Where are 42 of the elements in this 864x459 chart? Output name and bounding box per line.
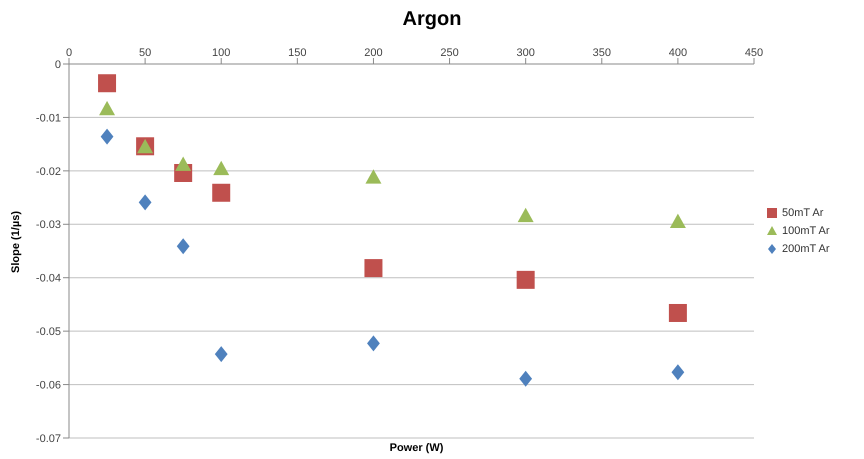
- point: [367, 335, 380, 352]
- point: [214, 346, 228, 362]
- x-tick-label: 100: [212, 47, 230, 59]
- x-tick-label: 150: [288, 47, 307, 59]
- y-tick-label: -0.05: [36, 326, 61, 338]
- x-axis-title: Power (W): [388, 442, 444, 454]
- point: [671, 364, 684, 380]
- x-tick-label: 250: [440, 47, 459, 59]
- x-tick-label: 400: [668, 47, 688, 59]
- x-tick-label: 300: [516, 47, 535, 59]
- legend-label: 100mT Ar: [782, 224, 830, 236]
- point: [519, 370, 532, 387]
- y-tick-label: -0.02: [36, 166, 61, 178]
- x-tick-label: 50: [138, 47, 152, 59]
- x-tick-label: 200: [364, 47, 383, 59]
- point: [138, 194, 152, 210]
- point: [212, 184, 230, 202]
- point: [175, 156, 192, 171]
- y-axis-title: Slope (1/µs): [10, 211, 22, 273]
- x-tick-label: 450: [744, 47, 764, 59]
- point: [98, 74, 116, 92]
- x-tick-label: 350: [592, 47, 611, 59]
- point: [668, 304, 687, 322]
- legend-label: 50mT Ar: [782, 206, 824, 218]
- point: [99, 100, 116, 116]
- y-tick-label: 0: [54, 58, 61, 71]
- point: [670, 214, 686, 228]
- y-tick-label: -0.01: [36, 112, 61, 124]
- legend-label: 200mT Ar: [782, 242, 830, 254]
- point: [518, 208, 534, 222]
- point: [213, 160, 230, 176]
- y-tick-label: -0.04: [36, 272, 61, 285]
- point: [100, 128, 114, 145]
- point: [364, 259, 382, 278]
- y-tick-label: -0.03: [36, 219, 61, 232]
- point: [176, 238, 190, 254]
- x-tick-label: 0: [66, 47, 72, 59]
- point: [365, 169, 382, 184]
- point: [516, 270, 535, 289]
- chart-title: Argon: [402, 8, 462, 31]
- y-tick-label: -0.07: [36, 432, 61, 445]
- y-tick-label: -0.06: [36, 379, 61, 392]
